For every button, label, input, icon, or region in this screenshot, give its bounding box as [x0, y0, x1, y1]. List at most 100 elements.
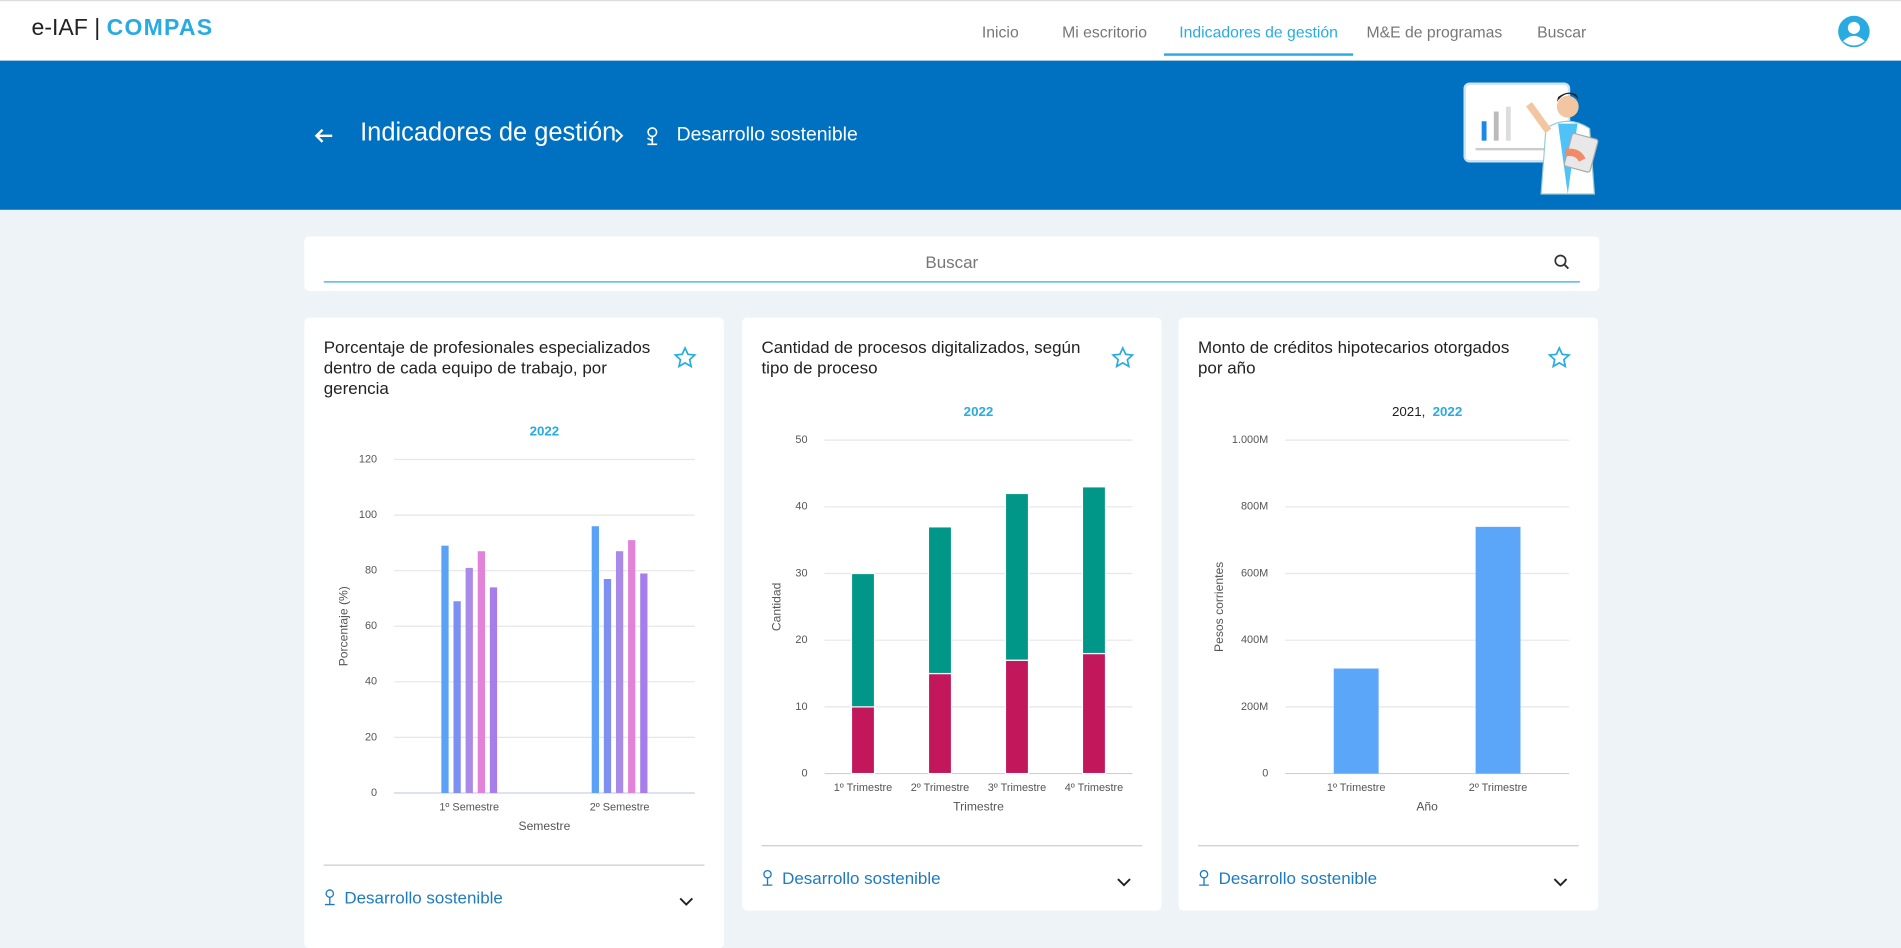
card-category[interactable]: Desarrollo sostenible — [344, 887, 503, 907]
x-axis-label: Semestre — [518, 819, 570, 833]
bar-segment — [850, 572, 876, 708]
card-title: Porcentaje de profesionales especializad… — [323, 337, 651, 398]
bar — [628, 540, 636, 793]
category-icon — [763, 869, 772, 879]
bar — [591, 526, 599, 793]
bar — [477, 551, 485, 793]
bar — [465, 567, 473, 793]
search-icon[interactable] — [1553, 253, 1570, 270]
bar-segment — [1081, 486, 1107, 655]
card-title: Monto de créditos hipotecarios otorgados… — [1197, 337, 1510, 378]
x-axis-label: Trimestre — [953, 800, 1004, 814]
card-category[interactable]: Desarrollo sostenible — [782, 868, 941, 888]
y-tick-label: 100 — [359, 509, 377, 521]
y-tick-label: 200M — [1241, 701, 1268, 713]
brand[interactable]: e-IAF | COMPAS — [32, 16, 214, 43]
bar — [615, 551, 624, 793]
bar — [453, 601, 461, 793]
x-axis-label: Año — [1416, 800, 1438, 814]
y-tick-label: 400M — [1241, 634, 1268, 646]
x-tick-label: 2º Trimestre — [911, 782, 970, 794]
nav-item[interactable]: Indicadores de gestión — [1179, 23, 1338, 42]
y-tick-label: 50 — [795, 434, 807, 446]
card-divider — [323, 864, 705, 866]
y-tick-label: 40 — [795, 501, 807, 513]
chart: 2022 0 10 20 30 40 50 Cantidad Trimestre 1º Trime… — [762, 345, 1135, 887]
illustration — [1463, 82, 1599, 195]
y-tick-label: 0 — [1262, 767, 1268, 779]
favorite-star[interactable] — [1111, 345, 1135, 369]
back-arrow[interactable] — [313, 126, 337, 145]
y-tick-label: 1.000M — [1232, 434, 1268, 446]
filter-separator: , — [1422, 404, 1426, 419]
x-tick-label: 4º Trimestre — [1065, 782, 1124, 794]
avatar[interactable] — [1837, 15, 1871, 49]
year-filter[interactable]: 2022 — [530, 423, 560, 438]
bar-segment — [1081, 652, 1107, 775]
category-icon — [325, 889, 335, 898]
bar-segment — [927, 526, 953, 675]
card-divider — [1197, 845, 1579, 847]
favorite-star[interactable] — [1547, 345, 1571, 369]
year-filters: 2022 — [530, 423, 560, 438]
bar — [640, 573, 648, 793]
y-tick-label: 30 — [795, 567, 807, 579]
expand-chevron[interactable] — [1553, 878, 1568, 887]
search-underline — [323, 281, 1580, 283]
y-tick-label: 80 — [365, 565, 377, 577]
card-divider — [761, 845, 1143, 847]
category-icon-stem — [324, 897, 335, 906]
page-title: Indicadores de gestión — [360, 118, 617, 147]
card-category[interactable]: Desarrollo sostenible — [1218, 868, 1378, 888]
bar — [1333, 668, 1379, 774]
y-tick-label: 20 — [365, 731, 377, 743]
bar-segment — [1004, 659, 1030, 775]
y-tick-label: 0 — [371, 787, 377, 799]
favorite-star[interactable] — [673, 345, 697, 369]
bar-segment — [927, 672, 953, 775]
x-tick-label: 2º Trimestre — [1469, 782, 1528, 794]
bar — [489, 587, 498, 793]
nav-item[interactable]: Inicio — [981, 23, 1019, 42]
y-tick-label: 20 — [795, 634, 807, 646]
chart: 2021, 2022 0 200M 400M 600M 800M 1.000M Pesos co… — [1199, 345, 1571, 887]
y-tick-label: 800M — [1241, 501, 1268, 513]
year-filter[interactable]: 2021 — [1392, 404, 1422, 419]
bar-segment — [850, 706, 876, 775]
x-tick-label: 1º Trimestre — [834, 782, 893, 794]
nav-item[interactable]: Buscar — [1537, 23, 1587, 42]
chart-card: Cantidad de procesos digitalizados, segú… — [742, 317, 1162, 911]
year-filter[interactable]: 2022 — [964, 404, 994, 419]
search-placeholder: Buscar — [925, 252, 979, 272]
chart-card: Monto de créditos hipotecarios otorgados… — [1178, 317, 1599, 911]
y-tick-label: 600M — [1241, 567, 1268, 579]
bar-segment — [1004, 492, 1030, 661]
brand-text: e-IAF | — [31, 15, 101, 42]
chevron — [615, 129, 624, 143]
nav-item[interactable]: M&E de programas — [1366, 23, 1503, 42]
year-filter[interactable]: 2022 — [1433, 404, 1463, 419]
year-filters: 2022 — [964, 404, 994, 419]
search-box[interactable]: Buscar — [304, 236, 1600, 291]
bar — [441, 545, 449, 793]
bar — [1475, 526, 1521, 774]
y-axis-label: Porcentaje (%) — [337, 586, 351, 666]
x-tick-label: 1º Semestre — [439, 801, 499, 813]
breadcrumb[interactable]: Desarrollo sostenible — [676, 124, 858, 146]
y-axis-label: Pesos corrientes — [1212, 562, 1226, 652]
category-icon-stem — [762, 877, 773, 886]
y-axis-label: Cantidad — [769, 583, 783, 631]
top-nav: e-IAF | COMPAS Inicio Mi escritorio Indi… — [0, 0, 1901, 61]
expand-chevron[interactable] — [679, 897, 694, 906]
year-filters: 2021, 2022 — [1392, 404, 1462, 419]
x-tick-label: 3º Trimestre — [988, 782, 1047, 794]
expand-chevron[interactable] — [1117, 878, 1131, 887]
chart: 2022 0 20 40 60 80 100 120 Porcentaje (%) Semestr… — [324, 345, 697, 906]
active-underline — [1164, 53, 1354, 56]
nav-item[interactable]: Mi escritorio — [1062, 23, 1148, 42]
y-tick-label: 60 — [365, 620, 377, 632]
card-title: Cantidad de procesos digitalizados, segú… — [761, 337, 1081, 378]
brand-accent: COMPAS — [106, 15, 214, 42]
header-banner — [0, 60, 1901, 210]
x-tick-label: 2º Semestre — [590, 801, 650, 813]
